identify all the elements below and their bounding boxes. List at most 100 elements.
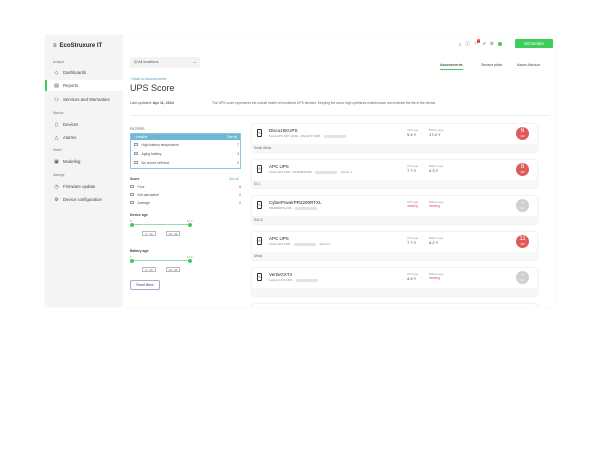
ups-card[interactable]: ϟ Disco10KUPS Smart-UPS SRT 10000 - QS14… — [252, 124, 537, 152]
help-icon[interactable]: ⓘ — [465, 41, 471, 46]
device-age-range-2[interactable]: 10 - 20 — [166, 231, 180, 236]
device-location: RACK — [252, 216, 537, 224]
location-icon: ◎ — [134, 60, 139, 64]
section-analyze: Analyze — [53, 60, 65, 64]
filters-panel: FILTERS ♀ Insights See all High battery t… — [130, 127, 241, 307]
battery-age-range-1[interactable]: 0 - 10 — [142, 267, 156, 272]
redacted-serial — [295, 206, 318, 210]
tab-asset-advisor[interactable]: Asset Advisor — [517, 63, 541, 67]
card-main: ϟ APC UPS Smart-UPS 2200 - AS1835210260 … — [252, 160, 537, 180]
device-age-slider[interactable] — [130, 222, 192, 227]
sidebar-item-dashboards[interactable]: ◇ Dashboards — [45, 67, 123, 78]
count: 2 — [239, 200, 241, 205]
score-value: – — [520, 200, 525, 206]
checkbox[interactable] — [130, 192, 134, 197]
sidebar-item-modeling[interactable]: ▣ Modeling — [45, 156, 123, 167]
ups-age-label: UPS age — [407, 272, 419, 276]
battery-age-range-2[interactable]: 10 - 20 — [166, 267, 180, 272]
ups-card[interactable]: ϟ APC UPS Smart-UPS 2200 - - Server 2 UPS… — [252, 232, 537, 260]
insights-see-all[interactable]: See all — [227, 135, 237, 139]
ups-card[interactable]: ϟ APC UPS Smart-UPS 2200 - AS1835210260 … — [252, 160, 537, 188]
ups-age: UPS age missing — [407, 200, 418, 208]
score-value: 6 — [520, 128, 525, 134]
sidebar-item-alarms[interactable]: △ Alarms — [45, 132, 123, 143]
device-details: Smart-UPS 2200 - - Server 2 — [269, 242, 330, 246]
slider-handle-min[interactable] — [130, 258, 134, 263]
filter-average[interactable]: Average 2 — [130, 199, 241, 206]
score-badge: 8 100 — [516, 163, 529, 176]
device-age-range-1[interactable]: 0 - 10 — [142, 231, 156, 236]
device-name[interactable]: APC UPS — [269, 164, 289, 169]
device-name[interactable]: VertivGXT4 — [269, 272, 293, 277]
score-see-all[interactable]: See all — [229, 177, 239, 181]
ups-age-label: UPS age — [407, 236, 419, 240]
search-icon[interactable]: ⌕ — [459, 41, 462, 47]
filter-poor[interactable]: Poor 6 — [130, 183, 241, 190]
label: Not calculated — [137, 192, 160, 197]
ups-card[interactable] — [252, 304, 537, 307]
insights-title: Insights — [136, 135, 148, 139]
device-name[interactable]: APC UPS — [269, 236, 289, 241]
schneider-button[interactable]: Schneider — [515, 39, 553, 48]
sidebar-item-firmware[interactable]: ◷ Firmware update — [45, 181, 123, 192]
tab-sensor-plots[interactable]: Sensor plots — [481, 63, 503, 67]
checkbox[interactable] — [134, 151, 138, 156]
share-icon[interactable]: ⇗ — [482, 41, 486, 46]
sidebar-item-reports[interactable]: ▤ Reports — [45, 80, 123, 91]
battery-age-label: Battery age — [429, 272, 444, 276]
label: Poor — [137, 184, 145, 189]
location-select[interactable]: ◎ All locations ⌄ — [130, 57, 200, 68]
device-details: Smart-UPS SRT 10000 - QS1447170495 - — [269, 134, 346, 138]
score-max: 100 — [520, 243, 525, 246]
slider-handle-max[interactable] — [188, 222, 192, 227]
checkbox[interactable] — [134, 160, 138, 165]
redacted-serial — [295, 278, 318, 282]
tab-assessments[interactable]: Assessments — [440, 63, 463, 70]
reset-filters-button[interactable]: Reset filters — [130, 280, 160, 290]
ups-age-value: 4.9 Y — [407, 276, 417, 281]
checkbox[interactable] — [130, 200, 134, 205]
slider-handle-max[interactable] — [188, 258, 192, 263]
battery-age-slider[interactable] — [130, 258, 192, 263]
score-max: 100 — [520, 207, 525, 210]
ups-age-label: UPS age — [407, 164, 419, 168]
label: Reports — [63, 83, 79, 88]
sidebar-item-device-configuration[interactable]: ⚙ Device configuration — [45, 194, 123, 205]
device-location: South Africa — [252, 144, 537, 152]
checkbox[interactable] — [130, 184, 134, 189]
filter-aging-battery[interactable]: Aging battery 3 — [131, 150, 242, 157]
filters-title: FILTERS — [130, 127, 145, 131]
notifications-icon[interactable]: ⚐ 1 — [474, 39, 481, 46]
score-badge: –100 — [516, 271, 529, 284]
battery-age-value: 17.4 Y — [429, 132, 441, 137]
battery-age-min: 0 — [130, 255, 132, 259]
slider-handle-min[interactable] — [130, 222, 134, 227]
ups-age: UPS age 7.7 Y — [407, 164, 418, 173]
device-name[interactable]: Disco10KUPS — [269, 128, 298, 133]
battery-age-value: 5.2 Y — [429, 240, 439, 245]
filter-not-calculated[interactable]: Not calculated 2 — [130, 191, 241, 198]
status-dot — [497, 42, 502, 46]
ups-card[interactable]: ϟ CyberPowerPR2200RTXL PR2200RTXL2U8 - U… — [252, 196, 537, 224]
ups-age-label: UPS age — [407, 128, 419, 132]
redacted-serial — [293, 242, 316, 246]
back-link[interactable]: ‹ Back to Assessments — [130, 77, 167, 81]
count: 3 — [237, 151, 239, 156]
filter-high-battery-temp[interactable]: High battery temperature 7 — [131, 141, 242, 148]
ups-age: UPS age 4.9 Y — [407, 272, 418, 281]
label: Dashboards — [63, 70, 87, 75]
sidebar-item-services[interactable]: ⚇ Services and Warranties — [45, 94, 123, 105]
modeling-icon: ▣ — [54, 158, 59, 165]
sidebar: ≡ EcoStruxure IT Analyze ◇ Dashboards ▤ Rep… — [45, 35, 123, 307]
ups-card[interactable]: ϟ VertivGXT4 Liebert GXT4 UPS - UPS age 4… — [252, 268, 537, 296]
device-icon: ▯ — [55, 121, 58, 128]
score-value: 11 — [519, 236, 526, 242]
device-name[interactable]: CyberPowerPR2200RTXL — [269, 200, 322, 205]
checkbox[interactable] — [134, 142, 138, 147]
menu-icon[interactable]: ≡ — [53, 43, 57, 49]
sidebar-item-devices[interactable]: ▯ Devices — [45, 119, 123, 130]
filter-no-recent-self-test[interactable]: No recent self-test 2 — [131, 159, 242, 166]
section-manage: Manage — [53, 173, 65, 177]
score-filter-title: Score — [130, 177, 140, 181]
settings-icon[interactable]: ⚙ — [489, 41, 494, 46]
